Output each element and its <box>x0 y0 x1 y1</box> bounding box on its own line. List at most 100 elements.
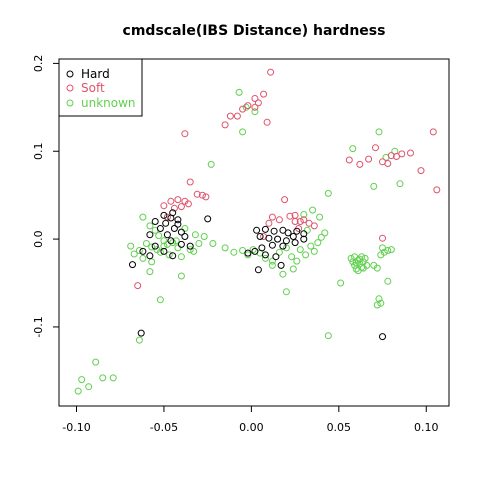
data-point <box>286 212 294 220</box>
data-point <box>356 260 364 268</box>
data-point <box>177 272 185 280</box>
data-point <box>282 237 290 245</box>
data-point <box>190 247 198 255</box>
data-point <box>384 160 392 167</box>
y-tick-label: 0.0 <box>32 230 45 248</box>
data-point <box>167 197 175 205</box>
data-point <box>137 329 145 337</box>
data-point <box>361 254 369 262</box>
legend-item-unknown: unknown <box>81 96 136 110</box>
data-point <box>417 167 425 175</box>
data-point <box>288 253 296 261</box>
data-point <box>296 246 304 254</box>
legend-item-soft: Soft <box>81 81 105 95</box>
data-point <box>282 244 290 252</box>
data-point <box>244 249 252 257</box>
data-point <box>167 214 175 222</box>
data-point <box>387 152 395 160</box>
data-point <box>142 240 150 247</box>
data-point <box>239 105 247 113</box>
data-point <box>258 244 266 252</box>
data-point <box>191 231 199 239</box>
data-point <box>174 196 182 204</box>
data-point <box>379 333 386 341</box>
data-point <box>293 227 301 235</box>
data-point <box>407 149 414 157</box>
data-point <box>261 251 269 259</box>
data-point <box>300 235 308 243</box>
data-point <box>429 128 437 136</box>
data-point <box>169 252 177 260</box>
data-point <box>309 206 317 214</box>
data-point <box>242 103 250 111</box>
data-point <box>181 225 189 232</box>
data-point <box>347 254 355 262</box>
data-point <box>181 233 189 240</box>
series-hard <box>129 209 386 341</box>
data-point <box>204 215 212 223</box>
data-point <box>387 246 395 254</box>
data-point <box>379 244 386 252</box>
data-point <box>156 225 164 232</box>
data-point <box>370 182 378 190</box>
x-axis: -0.10 -0.05 0.00 0.05 0.10 <box>62 406 439 434</box>
data-point <box>146 222 154 230</box>
data-point <box>253 226 261 234</box>
data-point <box>109 374 117 382</box>
legend: Hard Soft unknown <box>58 58 143 117</box>
data-point <box>303 226 311 234</box>
legend-marker <box>66 84 74 92</box>
data-point <box>92 358 100 366</box>
data-point <box>170 204 178 212</box>
data-point <box>281 196 289 204</box>
data-point <box>268 241 276 249</box>
data-point <box>375 128 383 136</box>
data-point <box>163 213 171 221</box>
data-point <box>398 150 406 158</box>
data-point <box>272 253 280 261</box>
data-point <box>169 239 177 247</box>
data-point <box>174 244 182 252</box>
data-point <box>345 156 353 164</box>
data-point <box>289 233 297 240</box>
data-point <box>356 160 364 168</box>
data-point <box>139 254 147 262</box>
data-point <box>226 112 234 120</box>
data-point <box>375 295 383 303</box>
data-point <box>156 296 164 304</box>
data-point <box>193 190 201 198</box>
data-point <box>167 237 175 245</box>
data-point <box>239 128 247 136</box>
data-point <box>314 239 322 247</box>
data-point <box>380 248 388 256</box>
data-point <box>254 99 262 107</box>
chart-title: cmdscale(IBS Distance) hardness <box>123 23 386 39</box>
data-point <box>249 246 257 254</box>
data-point <box>377 299 385 307</box>
data-point <box>291 239 299 247</box>
data-point <box>163 231 171 239</box>
data-point <box>263 118 271 126</box>
data-point <box>251 95 259 102</box>
data-point <box>195 240 203 247</box>
data-point <box>365 155 373 163</box>
plot-frame <box>58 58 450 407</box>
data-point <box>316 213 324 221</box>
data-point <box>291 211 299 219</box>
data-point <box>251 247 259 255</box>
data-point <box>184 200 192 208</box>
data-point <box>275 216 283 224</box>
legend-item-hard: Hard <box>81 67 110 81</box>
legend-marker <box>66 70 74 78</box>
data-point <box>200 233 208 240</box>
data-point <box>148 258 156 266</box>
data-point <box>396 180 404 188</box>
data-point <box>293 257 301 265</box>
data-point <box>181 130 189 138</box>
data-point <box>268 261 276 269</box>
data-point <box>317 233 325 241</box>
data-point <box>267 68 275 76</box>
x-tick-label: 0.05 <box>327 421 352 434</box>
y-axis: -0.1 0.0 0.1 0.2 <box>32 55 59 338</box>
